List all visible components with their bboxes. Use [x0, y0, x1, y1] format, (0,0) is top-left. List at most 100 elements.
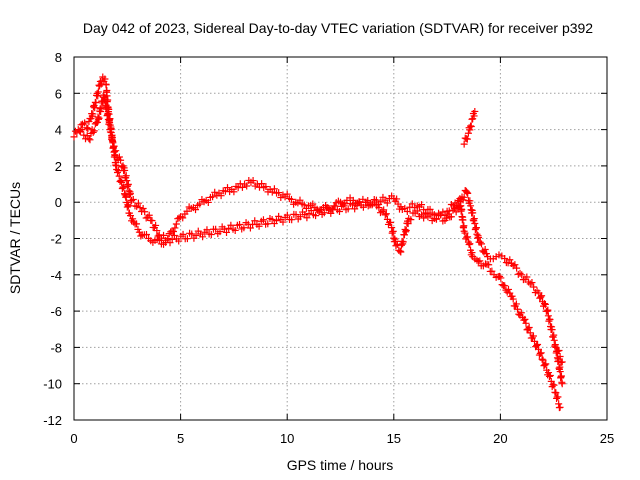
data-point — [528, 279, 536, 287]
data-point — [359, 203, 367, 211]
data-point — [349, 201, 357, 209]
data-point — [368, 201, 376, 209]
data-point — [472, 224, 480, 232]
data-point — [207, 231, 215, 239]
data-point — [536, 349, 544, 357]
data-point — [377, 198, 385, 206]
data-point — [540, 300, 548, 308]
data-point — [447, 213, 455, 221]
data-point — [183, 235, 191, 243]
data-point — [148, 217, 156, 225]
data-point — [402, 228, 410, 236]
data-point — [403, 208, 411, 216]
data-point — [460, 193, 468, 201]
data-point — [557, 372, 565, 380]
data-point — [142, 230, 150, 238]
data-point — [251, 217, 259, 225]
data-point — [504, 259, 512, 267]
x-tick-label: 10 — [280, 431, 294, 446]
data-point — [307, 207, 315, 215]
data-point — [81, 119, 89, 127]
data-point — [501, 282, 509, 290]
data-point — [279, 218, 287, 226]
data-point — [545, 372, 553, 380]
data-point — [408, 200, 416, 208]
data-point — [396, 247, 404, 255]
data-point — [437, 211, 445, 219]
data-point — [153, 227, 161, 235]
data-point — [112, 147, 120, 155]
data-point — [124, 202, 132, 210]
data-point — [128, 196, 136, 204]
data-point — [203, 226, 211, 234]
data-point — [117, 156, 125, 164]
data-point — [461, 229, 469, 237]
data-point — [538, 292, 546, 300]
data-point — [468, 249, 476, 257]
data-point — [471, 219, 479, 227]
data-point — [482, 250, 490, 258]
data-point — [331, 202, 339, 210]
data-point — [327, 209, 335, 217]
data-point — [89, 128, 97, 136]
data-point — [272, 217, 280, 225]
data-point — [521, 315, 529, 323]
data-point — [464, 189, 472, 197]
data-point — [546, 315, 554, 323]
data-point — [509, 295, 517, 303]
y-tick-label: -4 — [50, 268, 62, 283]
data-point — [496, 272, 504, 280]
data-point — [70, 133, 78, 141]
data-point — [451, 205, 459, 213]
data-point — [464, 129, 472, 137]
data-point — [511, 261, 519, 269]
data-point — [400, 231, 408, 239]
data-point — [512, 300, 520, 308]
data-point — [534, 341, 542, 349]
data-point — [249, 177, 257, 185]
data-point — [558, 380, 566, 388]
data-point — [111, 147, 119, 155]
data-point — [539, 356, 547, 364]
data-point — [542, 360, 550, 368]
data-point — [466, 126, 474, 134]
data-point — [137, 232, 145, 240]
data-point — [464, 233, 472, 241]
data-point — [522, 319, 530, 327]
data-point — [183, 207, 191, 215]
data-point — [90, 127, 98, 135]
data-point — [243, 182, 251, 190]
y-tick-label: 6 — [55, 86, 62, 101]
data-point — [283, 211, 291, 219]
x-axis-label: GPS time / hours — [287, 457, 394, 473]
data-point — [320, 209, 328, 217]
data-point — [118, 178, 126, 186]
data-point — [316, 206, 324, 214]
data-point — [259, 216, 267, 224]
data-point — [533, 342, 541, 350]
data-point — [94, 88, 102, 96]
data-point — [126, 190, 134, 198]
data-point — [481, 246, 489, 254]
data-point — [426, 205, 434, 213]
data-point — [469, 209, 477, 217]
data-point — [541, 361, 549, 369]
data-point — [465, 241, 473, 249]
data-point — [553, 394, 561, 402]
data-point — [255, 222, 263, 230]
data-point — [101, 95, 109, 103]
data-point — [179, 230, 187, 238]
data-point — [556, 368, 564, 376]
data-point — [86, 136, 94, 144]
data-point — [141, 208, 149, 216]
data-point — [124, 180, 132, 188]
data-point — [91, 104, 99, 112]
x-tick-label: 15 — [387, 431, 401, 446]
data-point — [121, 166, 129, 174]
data-point — [460, 140, 468, 148]
data-point — [246, 224, 254, 232]
data-point — [78, 126, 86, 134]
data-point — [430, 211, 438, 219]
data-markers — [70, 73, 566, 412]
